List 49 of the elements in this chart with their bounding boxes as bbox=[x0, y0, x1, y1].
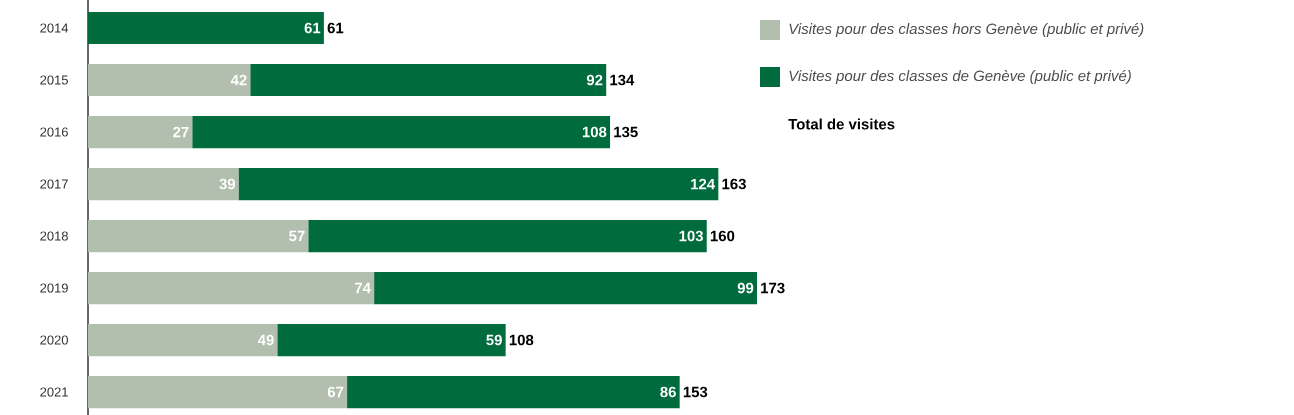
bar bbox=[88, 219, 309, 253]
y-tick-label: 2021 bbox=[40, 387, 68, 397]
data-label: 67 bbox=[327, 386, 344, 398]
data-label: 108 bbox=[582, 126, 607, 138]
y-tick-label: 2017 bbox=[40, 179, 68, 189]
bar bbox=[88, 167, 239, 201]
bar bbox=[88, 63, 251, 97]
bar bbox=[277, 323, 506, 357]
data-label: 124 bbox=[691, 178, 716, 190]
total-label: 153 bbox=[683, 386, 708, 398]
data-label: 103 bbox=[679, 230, 703, 242]
total-label: 108 bbox=[509, 334, 534, 346]
bar bbox=[88, 115, 193, 149]
bar bbox=[88, 271, 375, 305]
y-tick-label: 2018 bbox=[40, 231, 68, 241]
y-tick-label: 2016 bbox=[40, 127, 68, 137]
total-label: 173 bbox=[761, 282, 785, 294]
total-label: 160 bbox=[710, 230, 735, 242]
bar bbox=[88, 11, 324, 45]
data-label: 74 bbox=[354, 282, 371, 294]
bar bbox=[192, 115, 611, 149]
y-tick-label: 2019 bbox=[40, 283, 68, 293]
bar bbox=[88, 323, 278, 357]
text: Total de visites bbox=[788, 118, 895, 130]
data-label: 39 bbox=[219, 178, 236, 190]
bar bbox=[88, 375, 348, 409]
bar bbox=[374, 271, 758, 305]
total-label: 61 bbox=[327, 22, 344, 34]
bar bbox=[250, 63, 607, 97]
bar bbox=[308, 219, 707, 253]
data-label: 92 bbox=[586, 74, 603, 86]
data-label: 49 bbox=[257, 334, 274, 346]
y-tick-label: 2014 bbox=[40, 23, 69, 33]
data-label: 86 bbox=[660, 386, 676, 398]
bar bbox=[347, 375, 680, 409]
data-label: 42 bbox=[230, 74, 247, 86]
bar bbox=[238, 167, 719, 201]
data-label: 61 bbox=[304, 22, 321, 34]
legend-label: Visites pour des classes de Genève (public et privé) bbox=[789, 69, 1131, 85]
total-label: 163 bbox=[722, 178, 746, 190]
total-label: 134 bbox=[610, 74, 635, 86]
y-tick-label: 2020 bbox=[40, 335, 68, 345]
data-label: 57 bbox=[289, 230, 305, 242]
data-label: 59 bbox=[486, 334, 502, 346]
data-label: 99 bbox=[737, 282, 754, 294]
legend-label: Visites pour des classes hors Genève (public et privé) bbox=[789, 22, 1144, 38]
y-tick-label: 2015 bbox=[40, 75, 68, 85]
data-label: 27 bbox=[173, 126, 189, 138]
total-label: 135 bbox=[614, 126, 638, 138]
